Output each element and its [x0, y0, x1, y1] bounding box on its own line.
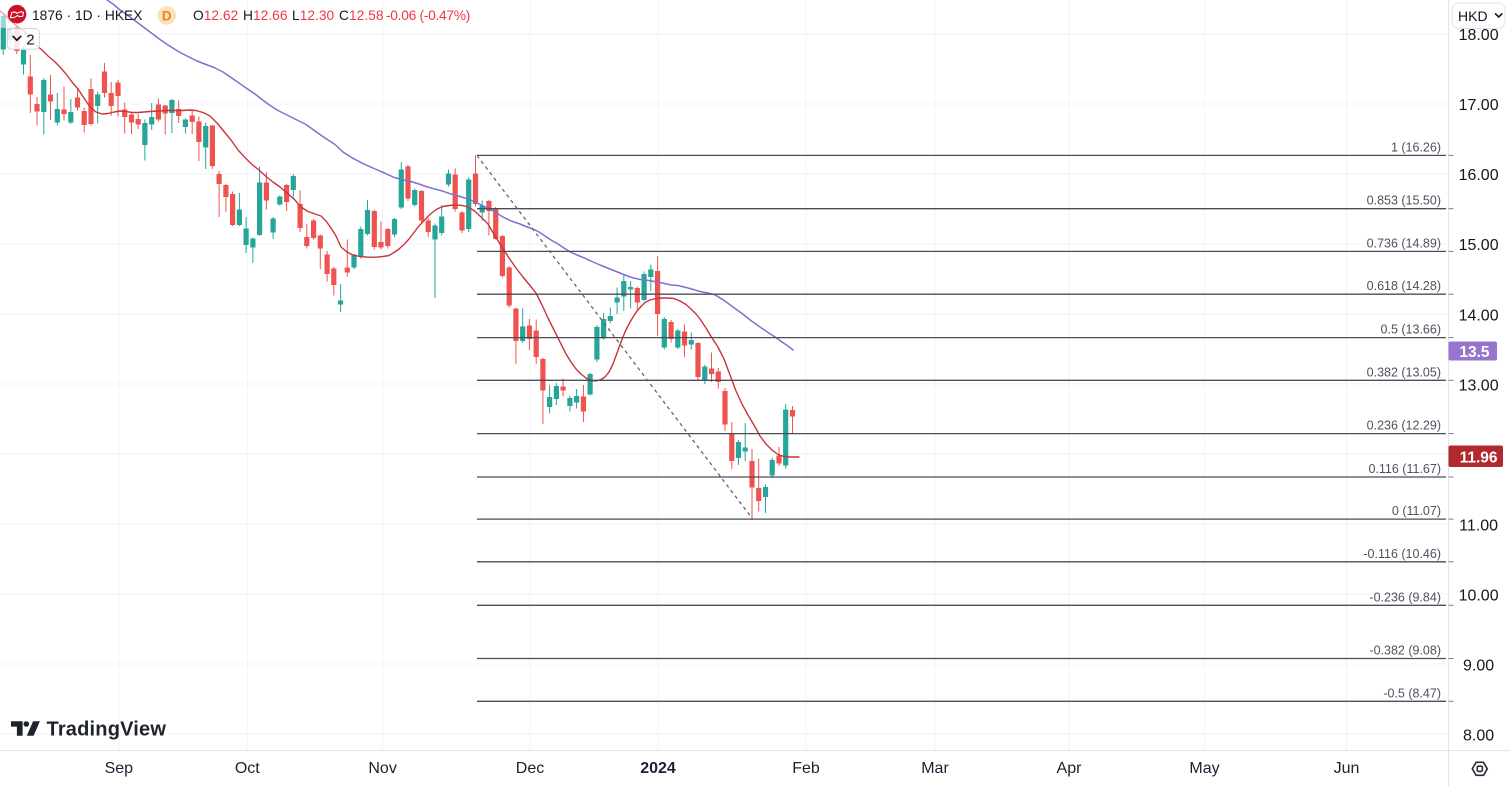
svg-text:-0.116 (10.46): -0.116 (10.46)	[1363, 547, 1441, 561]
svg-text:0.853 (15.50): 0.853 (15.50)	[1367, 194, 1441, 208]
svg-text:0.618 (14.28): 0.618 (14.28)	[1367, 279, 1441, 293]
svg-text:Jun: Jun	[1334, 760, 1360, 777]
svg-text:Mar: Mar	[921, 760, 949, 777]
svg-text:17.00: 17.00	[1459, 97, 1499, 114]
svg-text:0.116 (11.67): 0.116 (11.67)	[1368, 462, 1441, 476]
svg-text:Feb: Feb	[792, 760, 820, 777]
svg-text:Dec: Dec	[516, 760, 544, 777]
svg-text:Nov: Nov	[368, 760, 396, 777]
svg-text:18.00: 18.00	[1459, 27, 1499, 44]
svg-text:0.382 (13.05): 0.382 (13.05)	[1367, 365, 1441, 379]
svg-text:D: D	[162, 8, 172, 23]
svg-text:Sep: Sep	[105, 760, 134, 777]
svg-text:0.236 (12.29): 0.236 (12.29)	[1367, 419, 1441, 433]
svg-text:0.5 (13.66): 0.5 (13.66)	[1381, 323, 1441, 337]
svg-text:10.00: 10.00	[1459, 588, 1499, 605]
svg-text:2: 2	[26, 31, 34, 48]
svg-text:Oct: Oct	[235, 760, 260, 777]
svg-text:14.00: 14.00	[1459, 307, 1499, 324]
svg-text:-0.236 (9.84): -0.236 (9.84)	[1369, 590, 1441, 604]
svg-text:0.736 (14.89): 0.736 (14.89)	[1367, 236, 1441, 250]
svg-text:11.96: 11.96	[1460, 450, 1498, 467]
svg-text:HKD: HKD	[1458, 8, 1488, 24]
svg-text:8.00: 8.00	[1463, 728, 1494, 745]
svg-text:11.00: 11.00	[1459, 518, 1498, 535]
svg-text:16.00: 16.00	[1459, 167, 1499, 184]
svg-text:9.00: 9.00	[1463, 658, 1494, 675]
svg-text:15.00: 15.00	[1459, 237, 1499, 254]
svg-text:-0.5 (8.47): -0.5 (8.47)	[1383, 686, 1441, 700]
svg-text:2024: 2024	[640, 760, 676, 777]
svg-text:Apr: Apr	[1057, 760, 1083, 777]
svg-text:-0.382 (9.08): -0.382 (9.08)	[1369, 644, 1441, 658]
svg-text:13.00: 13.00	[1459, 377, 1499, 394]
svg-text:1 (16.26): 1 (16.26)	[1391, 140, 1441, 154]
svg-text:TradingView: TradingView	[47, 719, 167, 741]
svg-text:13.5: 13.5	[1459, 344, 1490, 361]
svg-text:May: May	[1189, 760, 1219, 777]
svg-text:1876 · 1D · HKEX: 1876 · 1D · HKEX	[32, 8, 142, 23]
svg-text:0 (11.07): 0 (11.07)	[1392, 504, 1441, 518]
